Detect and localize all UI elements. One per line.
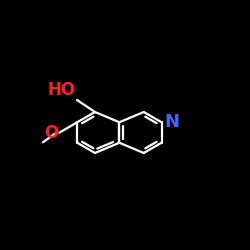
Text: HO: HO xyxy=(48,81,76,99)
Text: O: O xyxy=(44,124,59,142)
Text: N: N xyxy=(164,113,180,131)
